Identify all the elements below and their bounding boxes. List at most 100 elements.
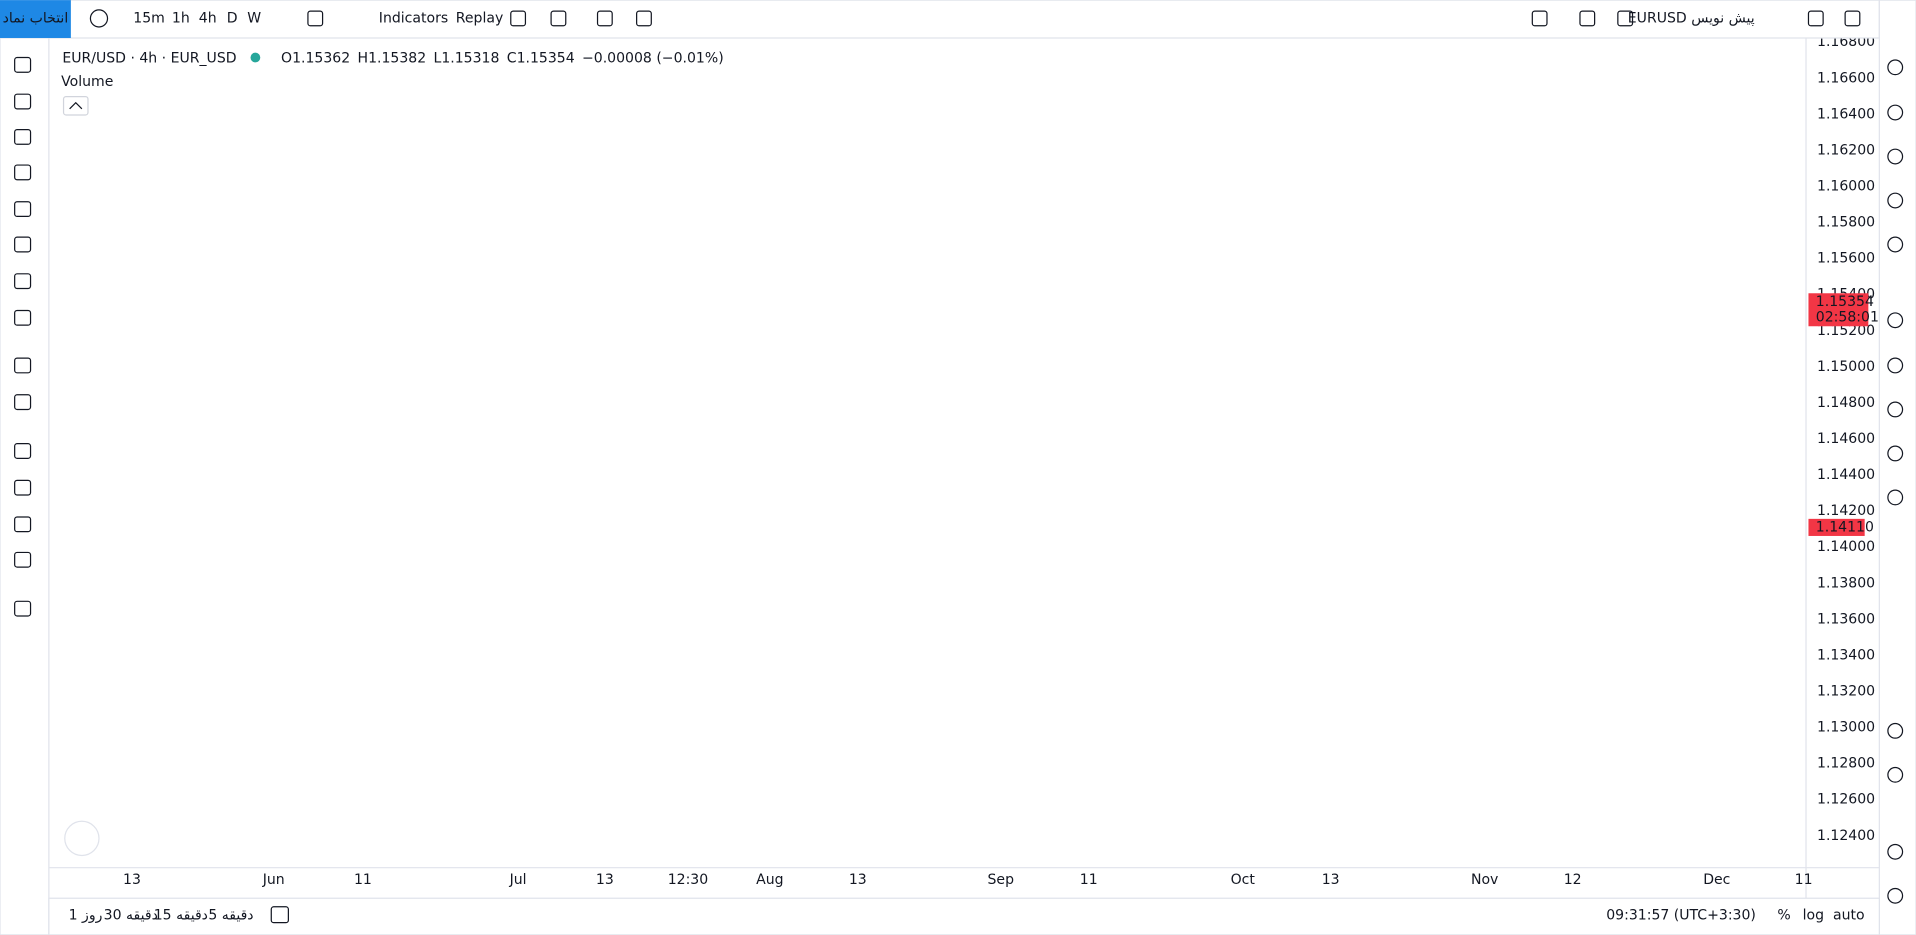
price-tick-label: 1.13200 [1817, 684, 1875, 700]
price-tick-label: 1.13600 [1817, 611, 1875, 627]
range-button[interactable]: 1 روز [69, 907, 103, 923]
logo [64, 820, 100, 857]
tool-icon[interactable] [14, 551, 32, 568]
tool-icon[interactable] [14, 600, 32, 617]
interval[interactable]: 4h [199, 10, 217, 26]
percent-toggle[interactable]: % [1777, 907, 1790, 923]
tool-icon[interactable] [14, 93, 32, 110]
interval[interactable]: W [247, 10, 261, 26]
sidebar-icon[interactable] [1887, 357, 1904, 374]
price-tick-label: 1.16000 [1817, 179, 1875, 195]
sidebar-icon[interactable] [1887, 401, 1904, 418]
sidebar-icon[interactable] [1887, 489, 1904, 506]
indicators[interactable]: Indicators [379, 10, 448, 26]
tool-icon[interactable] [14, 394, 32, 411]
right-sidebar [1878, 0, 1916, 935]
left-toolbar [0, 37, 50, 935]
legend-high: H1.15382 [358, 51, 427, 67]
sidebar-icon[interactable] [1887, 843, 1904, 860]
price-tick-label: 1.14600 [1817, 431, 1875, 447]
time-label: 11 [354, 872, 372, 888]
top-toolbar [0, 0, 1880, 39]
sidebar-icon[interactable] [1887, 722, 1904, 739]
time-label: Jun [262, 872, 285, 888]
sidebar-icon[interactable] [1887, 312, 1904, 329]
add-symbol[interactable] [89, 9, 109, 28]
toolbar-icon[interactable] [1807, 10, 1824, 27]
toolbar-icon[interactable] [510, 10, 527, 27]
toolbar-icon[interactable] [1617, 10, 1634, 27]
range-button[interactable]: 5 دقیقه [208, 907, 253, 923]
tool-icon[interactable] [14, 273, 32, 290]
replay[interactable]: Replay [456, 10, 504, 26]
symbol-button-label: انتخاب نماد [3, 10, 69, 26]
sidebar-icon[interactable] [1887, 766, 1904, 783]
tool-icon[interactable] [14, 443, 32, 459]
log-toggle[interactable]: log [1803, 907, 1824, 923]
toolbar-icon[interactable] [636, 10, 652, 27]
toolbar-icon[interactable] [307, 10, 324, 27]
tool-icon[interactable] [14, 479, 32, 496]
time-label: 11 [1795, 872, 1813, 888]
toolbar-icon[interactable] [550, 10, 567, 27]
toolbar-icon[interactable] [1531, 10, 1548, 27]
symbol-button[interactable] [0, 0, 71, 38]
collapse-btn[interactable] [62, 96, 89, 116]
price-tick-label: 1.16600 [1817, 70, 1875, 86]
price-tick-label: 1.16200 [1817, 142, 1875, 158]
time-label: 12:30 [668, 872, 708, 888]
date-range-icon[interactable] [270, 906, 289, 924]
time-label: Jul [509, 872, 527, 888]
tool-icon[interactable] [14, 516, 32, 533]
legend-change: −0.00008 (−0.01%) [582, 51, 724, 67]
status-dot [250, 52, 261, 63]
price-tick-label: 1.15800 [1817, 215, 1875, 231]
auto-toggle[interactable]: auto [1833, 907, 1865, 923]
last-price-label: 1.15354 [1816, 294, 1874, 310]
sidebar-icon[interactable] [1887, 236, 1904, 253]
range-button[interactable]: 30 دقیقه [104, 907, 158, 923]
price-tick-label: 1.16400 [1817, 106, 1875, 122]
legend-title: EUR/USD · 4h · EUR_USD [62, 51, 236, 67]
sidebar-icon[interactable] [1887, 887, 1904, 904]
tool-icon[interactable] [14, 236, 32, 253]
price-tick-label: 1.12400 [1817, 828, 1875, 844]
price-tick-label: 1.14000 [1817, 539, 1875, 555]
level-badge [1808, 518, 1865, 536]
toolbar-icon[interactable] [1579, 10, 1596, 27]
price-tick-label: 1.15000 [1817, 359, 1875, 375]
interval[interactable]: 1h [172, 10, 190, 26]
sidebar-icon[interactable] [1887, 192, 1904, 209]
sidebar-icon[interactable] [1887, 59, 1904, 76]
tool-icon[interactable] [14, 164, 32, 181]
toolbar-icon[interactable] [1844, 10, 1861, 27]
range-button[interactable]: 15 دقیقه [154, 907, 208, 923]
interval[interactable]: 15m [133, 10, 165, 26]
price-tick-label: 1.12600 [1817, 792, 1875, 808]
price-tick-label: 1.14200 [1817, 503, 1875, 519]
price-tick-label: 1.13800 [1817, 575, 1875, 591]
price-tick-label: 1.12800 [1817, 756, 1875, 772]
time-label: 13 [1322, 872, 1340, 888]
toolbar-icon[interactable] [596, 10, 613, 27]
time-label: Oct [1231, 872, 1256, 888]
tool-icon[interactable] [14, 201, 32, 218]
time-label: Dec [1703, 872, 1730, 888]
tool-icon[interactable] [14, 56, 32, 73]
tool-icon[interactable] [14, 129, 32, 145]
legend-volume: Volume [61, 74, 113, 90]
interval[interactable]: D [227, 10, 238, 26]
bottom-bar [48, 897, 1880, 935]
tool-icon[interactable] [14, 309, 32, 326]
sidebar-icon[interactable] [1887, 104, 1904, 121]
symbol-name: EURUSD پیش نویس [1628, 10, 1755, 26]
sidebar-icon[interactable] [1887, 445, 1904, 462]
legend-low: L1.15318 [434, 51, 500, 67]
tool-icon[interactable] [14, 357, 32, 374]
time-label: Sep [988, 872, 1015, 888]
sidebar-icon[interactable] [1887, 148, 1904, 165]
